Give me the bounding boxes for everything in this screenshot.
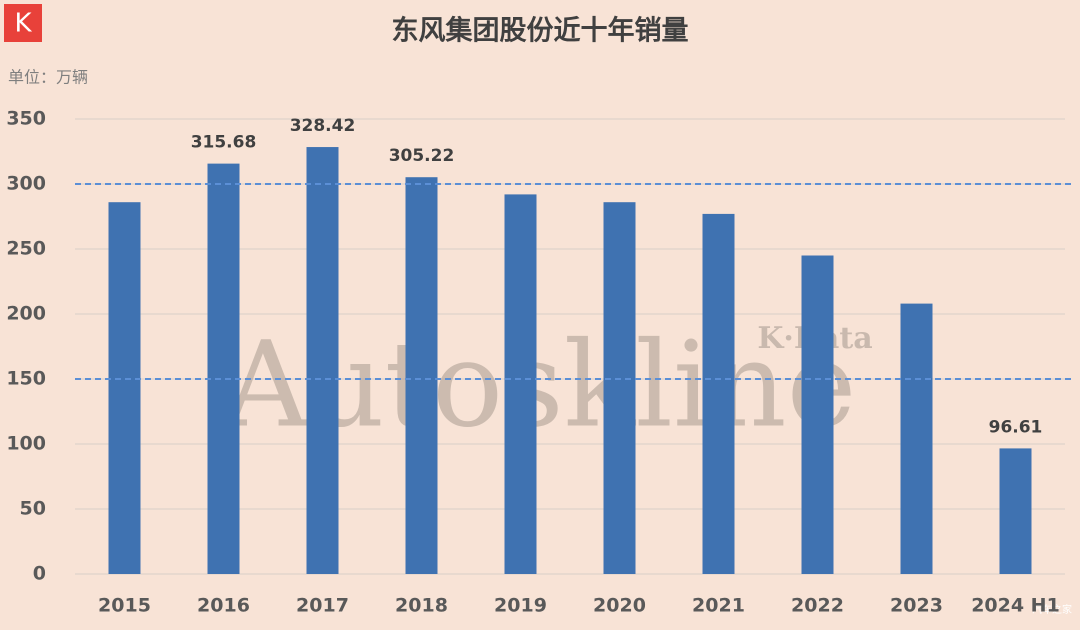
bar — [603, 202, 636, 574]
x-tick-label: 2023 — [890, 595, 943, 617]
value-label: 96.61 — [989, 417, 1043, 437]
bar — [108, 202, 141, 574]
y-tick-label: 250 — [6, 238, 46, 260]
bar — [801, 255, 834, 574]
bar — [702, 213, 735, 574]
y-tick-label: 0 — [33, 563, 46, 585]
logo: K — [14, 9, 32, 39]
value-label: 315.68 — [191, 133, 257, 153]
x-tick-label: 2018 — [395, 595, 448, 617]
bar — [207, 163, 240, 574]
chart-title: 东风集团股份近十年销量 — [392, 15, 689, 47]
value-label: 328.42 — [290, 116, 356, 136]
y-tick-label: 300 — [6, 173, 46, 195]
bar — [900, 303, 933, 574]
unit-label: 单位：万辆 — [8, 68, 88, 87]
bar — [405, 177, 438, 575]
source: 汽车之家 — [1032, 603, 1072, 616]
bar — [999, 448, 1032, 574]
x-tick-label: 2020 — [593, 595, 646, 617]
x-tick-label: 2016 — [197, 595, 250, 617]
x-tick-label: 2022 — [791, 595, 844, 617]
value-label: 305.22 — [389, 146, 455, 166]
y-tick-label: 350 — [6, 108, 46, 130]
x-tick-label: 2024 H1 — [971, 595, 1060, 617]
y-tick-label: 50 — [20, 498, 46, 520]
bar — [306, 147, 339, 574]
logo-box — [4, 4, 42, 42]
y-tick-label: 150 — [6, 368, 46, 390]
x-tick-label: 2021 — [692, 595, 745, 617]
bar — [504, 194, 537, 574]
x-tick-label: 2015 — [98, 595, 151, 617]
x-tick-label: 2017 — [296, 595, 349, 617]
x-tick-label: 2019 — [494, 595, 547, 617]
y-tick-label: 100 — [6, 433, 46, 455]
y-tick-label: 200 — [6, 303, 46, 325]
